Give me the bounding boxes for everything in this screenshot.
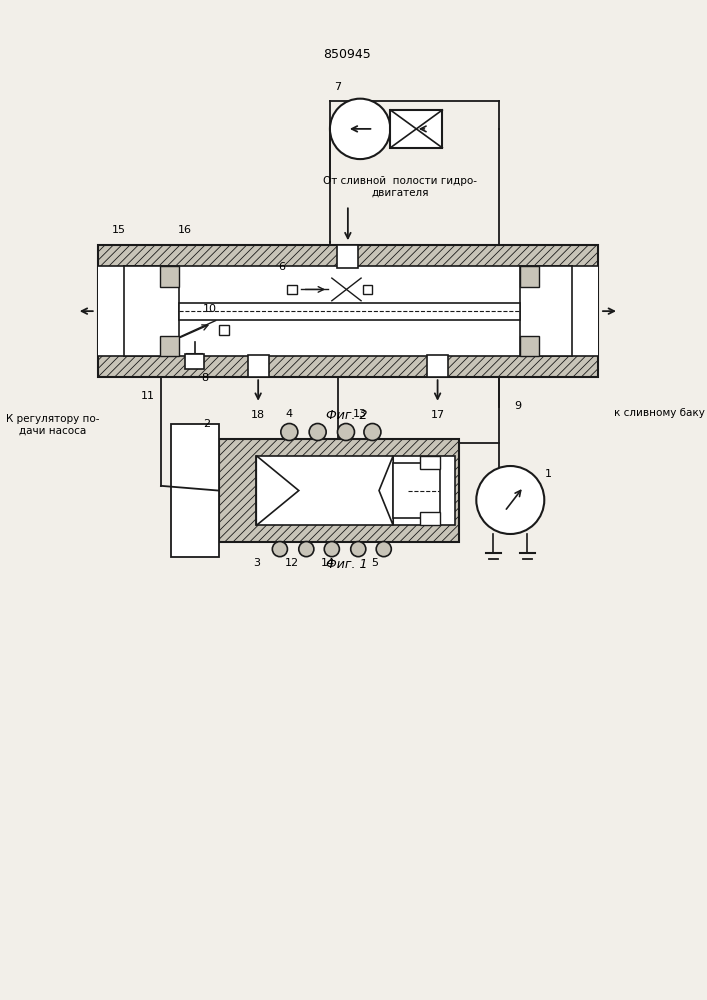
Circle shape [477,466,544,534]
Bar [256,456,455,525]
Bar [297,275,330,304]
Polygon shape [379,456,393,525]
Bar [427,355,448,377]
Text: 8: 8 [201,373,208,383]
Bar [330,275,363,304]
Bar [219,325,229,335]
Bar [160,266,179,287]
Bar [218,439,460,542]
Bar [297,275,363,304]
Text: 15: 15 [112,225,125,235]
Bar [393,463,440,518]
Text: 4: 4 [286,409,293,419]
Text: 11: 11 [141,391,155,401]
Bar [171,424,218,557]
Text: 10: 10 [203,304,217,314]
Text: 13: 13 [354,409,367,419]
Bar [160,336,179,356]
Bar [363,285,373,294]
Text: 5: 5 [370,558,378,568]
Text: 12: 12 [285,558,299,568]
Circle shape [376,542,391,557]
Text: 1: 1 [544,469,551,479]
Bar [124,266,179,356]
Text: 14: 14 [321,558,335,568]
Text: 18: 18 [251,410,265,420]
Text: к сливному баку: к сливному баку [614,408,705,418]
Text: 17: 17 [431,410,445,420]
Text: Фиг. 1: Фиг. 1 [326,558,368,571]
Text: 7: 7 [334,82,341,92]
Bar [520,266,539,287]
Bar [98,266,124,356]
Text: 2: 2 [204,419,211,429]
Bar [420,512,440,525]
Text: К регулятору по-
дачи насоса: К регулятору по- дачи насоса [6,414,99,435]
Circle shape [351,542,366,557]
Text: Фиг. 2: Фиг. 2 [326,409,368,422]
Bar [161,325,170,335]
Bar [337,245,358,268]
Bar [520,266,572,356]
Bar [390,110,443,148]
Circle shape [337,424,354,441]
Circle shape [330,99,390,159]
Text: От сливной  полости гидро-
двигателя: От сливной полости гидро- двигателя [323,176,477,197]
Text: 3: 3 [253,558,259,568]
Bar [572,266,598,356]
Bar [124,266,572,356]
Circle shape [364,424,381,441]
Bar [247,355,269,377]
Circle shape [309,424,326,441]
Polygon shape [256,456,299,525]
Bar [179,303,520,320]
Text: 16: 16 [177,225,192,235]
Bar [98,245,598,377]
Circle shape [325,542,339,557]
Bar [420,456,440,469]
Bar [185,354,204,369]
Text: 6: 6 [279,262,285,272]
Bar [520,336,539,356]
Text: 850945: 850945 [323,48,370,61]
Circle shape [299,542,314,557]
Bar [170,318,219,342]
Circle shape [272,542,288,557]
Text: 9: 9 [514,401,521,411]
Circle shape [281,424,298,441]
Bar [288,285,297,294]
